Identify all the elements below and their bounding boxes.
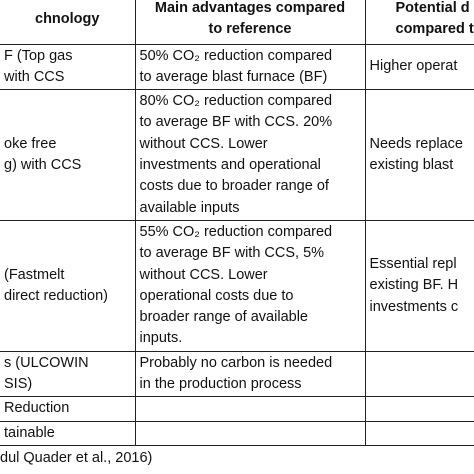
table-row: s (ULCOWIN SIS) Probably no carbon is need… xyxy=(0,350,474,398)
cell-line: without CCS. Lower xyxy=(139,135,268,152)
cell-line: s (ULCOWIN xyxy=(4,354,89,371)
cell-line: Main advantages compared xyxy=(154,0,346,16)
cell-line: Higher operat xyxy=(369,58,458,75)
cell-line: Needs replace xyxy=(369,135,464,152)
cell-line: to average BF with CCS. 20% xyxy=(139,114,333,131)
header-row: chnology Main advantages compared to refer… xyxy=(0,0,474,45)
cell-line: operational costs due to xyxy=(139,287,294,304)
cell-line: to reference xyxy=(208,21,292,38)
cell-line: chnology xyxy=(35,10,100,27)
cell-line: investments and operational xyxy=(139,157,321,174)
table-cell: 55% CO₂ reduction compared to average BF … xyxy=(134,219,366,352)
cell-line: investments c xyxy=(369,298,459,315)
cell-line: available inputs xyxy=(139,199,240,216)
cell-line: inputs. xyxy=(139,330,183,347)
cell-line: Essential repl xyxy=(369,255,457,272)
cell-line: to average BF with CCS, 5% xyxy=(139,245,325,262)
cell-line: existing BF. H xyxy=(369,277,459,294)
table-cell xyxy=(134,420,366,446)
cell-line: without CCS. Lower xyxy=(139,266,268,283)
table-cell: 50% CO₂ reduction compared to average bla… xyxy=(134,43,366,91)
cell-line: Probably no carbon is needed xyxy=(139,354,333,371)
table-cell: F (Top gas with CCS xyxy=(0,43,136,91)
table-cell: Reduction xyxy=(0,396,136,422)
table-cell: s (ULCOWIN SIS) xyxy=(0,350,136,398)
table-cell xyxy=(364,420,474,446)
cell-line: F (Top gas xyxy=(4,47,73,64)
table-cell: Needs replace existing blast xyxy=(364,89,474,221)
cell-line: 55% CO₂ reduction compared xyxy=(139,223,333,240)
table-row: (Fastmelt direct reduction) 55% CO₂ reduct… xyxy=(0,219,474,352)
table-row: F (Top gas with CCS 50% CO₂ reduction comp… xyxy=(0,43,474,91)
cell-line: broader range of available xyxy=(139,309,308,326)
comparison-table: chnology Main advantages compared to refer… xyxy=(0,0,474,446)
header-cell: Main advantages compared to reference xyxy=(134,0,366,45)
header-cell: chnology xyxy=(0,0,136,45)
cell-line: SIS) xyxy=(4,376,33,393)
cell-line: Potential d xyxy=(395,0,470,16)
cell-line: direct reduction) xyxy=(4,287,108,304)
cell-line: tainable xyxy=(4,424,55,441)
table-cell: Higher operat xyxy=(364,43,474,91)
header-cell: Potential d compared t xyxy=(364,0,474,45)
table-cell xyxy=(364,396,474,422)
cell-line: existing blast xyxy=(369,157,454,174)
table-cell: 80% CO₂ reduction compared to average BF … xyxy=(134,89,366,221)
cell-line: to average blast furnace (BF) xyxy=(139,68,328,85)
cell-line: costs due to broader range of xyxy=(139,178,329,195)
cell-line: oke free xyxy=(4,135,57,152)
table-cell: (Fastmelt direct reduction) xyxy=(0,219,136,352)
cell-line: 50% CO₂ reduction compared xyxy=(139,47,333,64)
cell-line: g) with CCS xyxy=(4,157,82,174)
cell-line: compared t xyxy=(395,21,474,38)
table-row: oke free g) with CCS 80% CO₂ reduction com… xyxy=(0,89,474,221)
cell-line: 80% CO₂ reduction compared xyxy=(139,93,333,110)
footer-citation: dul Quader et al., 2016) xyxy=(0,450,153,466)
cell-line: in the production process xyxy=(139,376,302,393)
table-row: tainable xyxy=(0,420,474,446)
table-cell: Probably no carbon is needed in the produ… xyxy=(134,350,366,398)
table-cell xyxy=(364,350,474,398)
table-cell: Essential repl existing BF. H investments … xyxy=(364,219,474,352)
cell-line: (Fastmelt xyxy=(4,266,65,283)
table-row: Reduction xyxy=(0,396,474,422)
cell-line: with CCS xyxy=(4,68,65,85)
table-cell: tainable xyxy=(0,420,136,446)
cell-line: Reduction xyxy=(4,400,70,417)
table-cell: oke free g) with CCS xyxy=(0,89,136,221)
table-cell xyxy=(134,396,366,422)
